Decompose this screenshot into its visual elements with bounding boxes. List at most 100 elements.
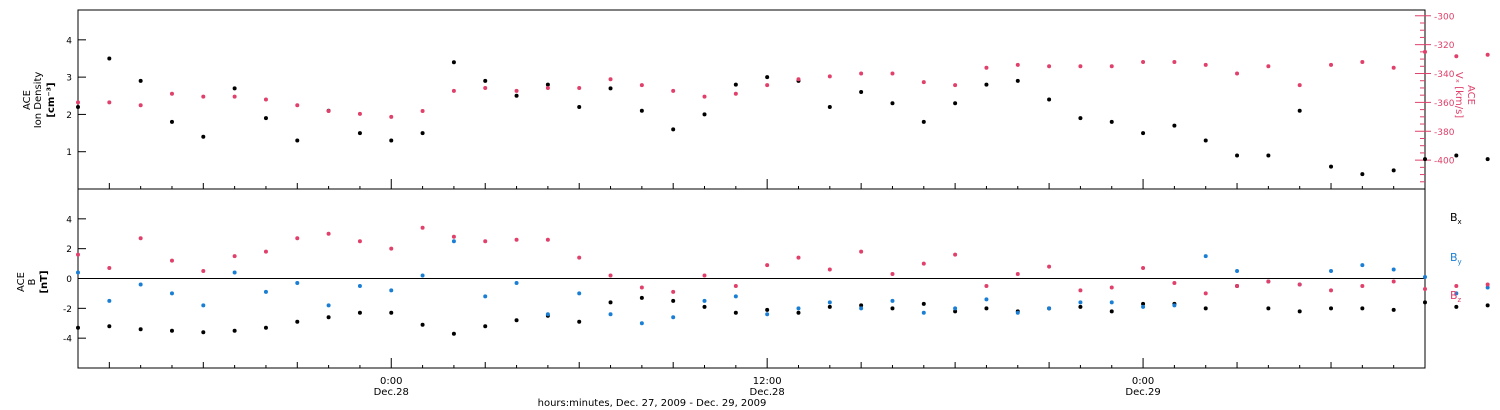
x-tick-label-date-0: Dec.28 [374, 387, 409, 398]
bz-point-22 [765, 263, 770, 268]
by-point-26 [890, 298, 895, 303]
vx-point-21 [733, 91, 738, 96]
bz-point-13 [483, 239, 488, 244]
bz-point-8 [326, 231, 331, 236]
bz-point-12 [451, 234, 456, 239]
by-point-0 [76, 270, 80, 275]
vx-point-38 [1266, 64, 1271, 69]
bz-point-36 [1203, 291, 1208, 296]
bz-point-44 [1454, 283, 1459, 288]
vx-point-2 [138, 103, 143, 108]
vx-axis-title-line1: ACE [1465, 85, 1476, 105]
bx-point-36 [1203, 306, 1208, 311]
bx-point-12 [451, 331, 456, 336]
vx-point-15 [545, 85, 550, 90]
top-panel-frame [77, 9, 1426, 190]
bx-point-4 [201, 330, 206, 335]
vx-point-43 [1423, 49, 1427, 54]
bx-point-33 [1109, 309, 1114, 314]
by-point-41 [1360, 263, 1365, 268]
density-point-33 [1109, 119, 1114, 124]
vx-point-4 [201, 94, 206, 99]
vx-point-39 [1297, 83, 1302, 88]
density-point-1 [107, 56, 112, 61]
density-point-10 [389, 138, 394, 143]
bx-point-27 [921, 301, 926, 306]
by-point-29 [984, 297, 989, 302]
vx-tick-label-0: -300 [1434, 12, 1455, 22]
bz-point-33 [1109, 285, 1114, 290]
x-axis-title: hours:minutes, Dec. 27, 2009 - Dec. 29, … [538, 398, 767, 409]
by-point-32 [1078, 300, 1083, 305]
bz-point-40 [1329, 288, 1334, 293]
bz-point-3 [169, 258, 174, 263]
density-axis-title: ACE Ion Density [cm⁻³] [22, 72, 57, 129]
density-point-34 [1141, 131, 1146, 136]
bx-point-5 [232, 328, 237, 333]
bx-point-44 [1454, 304, 1459, 309]
bz-point-9 [357, 239, 362, 244]
density-point-13 [483, 78, 488, 83]
bz-point-4 [201, 269, 206, 274]
by-point-19 [671, 315, 676, 320]
by-point-15 [545, 312, 550, 317]
density-point-16 [577, 104, 582, 109]
density-tick-label-1: 2 [66, 111, 72, 121]
by-point-14 [514, 280, 519, 285]
by-point-22 [765, 312, 770, 317]
bx-point-2 [138, 327, 143, 332]
bz-point-2 [138, 236, 143, 241]
density-tick-label-2: 3 [66, 74, 72, 84]
vx-point-13 [483, 85, 488, 90]
bz-point-6 [263, 249, 268, 254]
x-axis: 0:00Dec.2812:00Dec.280:00Dec.2912:00Dec.… [77, 179, 1426, 398]
density-point-44 [1454, 153, 1459, 158]
vx-tick-label-4: -380 [1434, 128, 1455, 138]
by-point-20 [702, 298, 707, 303]
vx-point-44 [1454, 54, 1459, 59]
by-point-17 [608, 312, 613, 317]
bx-point-18 [639, 295, 644, 300]
by-point-18 [639, 321, 644, 326]
density-point-15 [545, 82, 550, 87]
vx-point-24 [827, 74, 832, 79]
bx-point-34 [1141, 301, 1146, 306]
vx-tick-label-1: -320 [1434, 41, 1455, 51]
by-point-21 [733, 294, 738, 299]
by-point-4 [201, 303, 206, 308]
bz-point-16 [577, 255, 582, 260]
vx-tick-label-3: -360 [1434, 99, 1455, 109]
density-point-17 [608, 86, 613, 91]
density-axis-title-line1: ACE [22, 90, 33, 110]
density-point-3 [169, 119, 174, 124]
bx-point-23 [796, 310, 801, 315]
bz-point-34 [1141, 266, 1146, 271]
density-point-2 [138, 78, 143, 83]
density-point-35 [1172, 123, 1177, 128]
bz-series [76, 225, 1490, 296]
vx-point-31 [1047, 64, 1052, 69]
b-tick-label-4: -4 [63, 335, 72, 345]
vx-point-18 [639, 83, 644, 88]
vx-axis-title-line2: Vₓ [km/s] [1453, 72, 1464, 118]
bz-point-25 [859, 249, 864, 254]
bz-point-28 [953, 252, 958, 257]
vx-point-10 [389, 114, 394, 119]
vx-point-0 [76, 100, 80, 105]
bottom-series-group [76, 225, 1490, 336]
bz-point-43 [1423, 286, 1427, 291]
vx-axis-title: ACE Vₓ [km/s] [1453, 72, 1476, 118]
bz-point-20 [702, 273, 707, 278]
density-point-7 [295, 138, 300, 143]
bx-point-26 [890, 306, 895, 311]
density-point-21 [733, 82, 738, 87]
vx-point-9 [357, 111, 362, 116]
density-point-38 [1266, 153, 1271, 158]
density-point-14 [514, 93, 519, 98]
b-tick-label-0: 4 [66, 215, 72, 225]
bz-point-0 [76, 252, 80, 257]
by-point-34 [1141, 304, 1146, 309]
vx-point-33 [1109, 64, 1114, 69]
density-point-37 [1235, 153, 1240, 158]
